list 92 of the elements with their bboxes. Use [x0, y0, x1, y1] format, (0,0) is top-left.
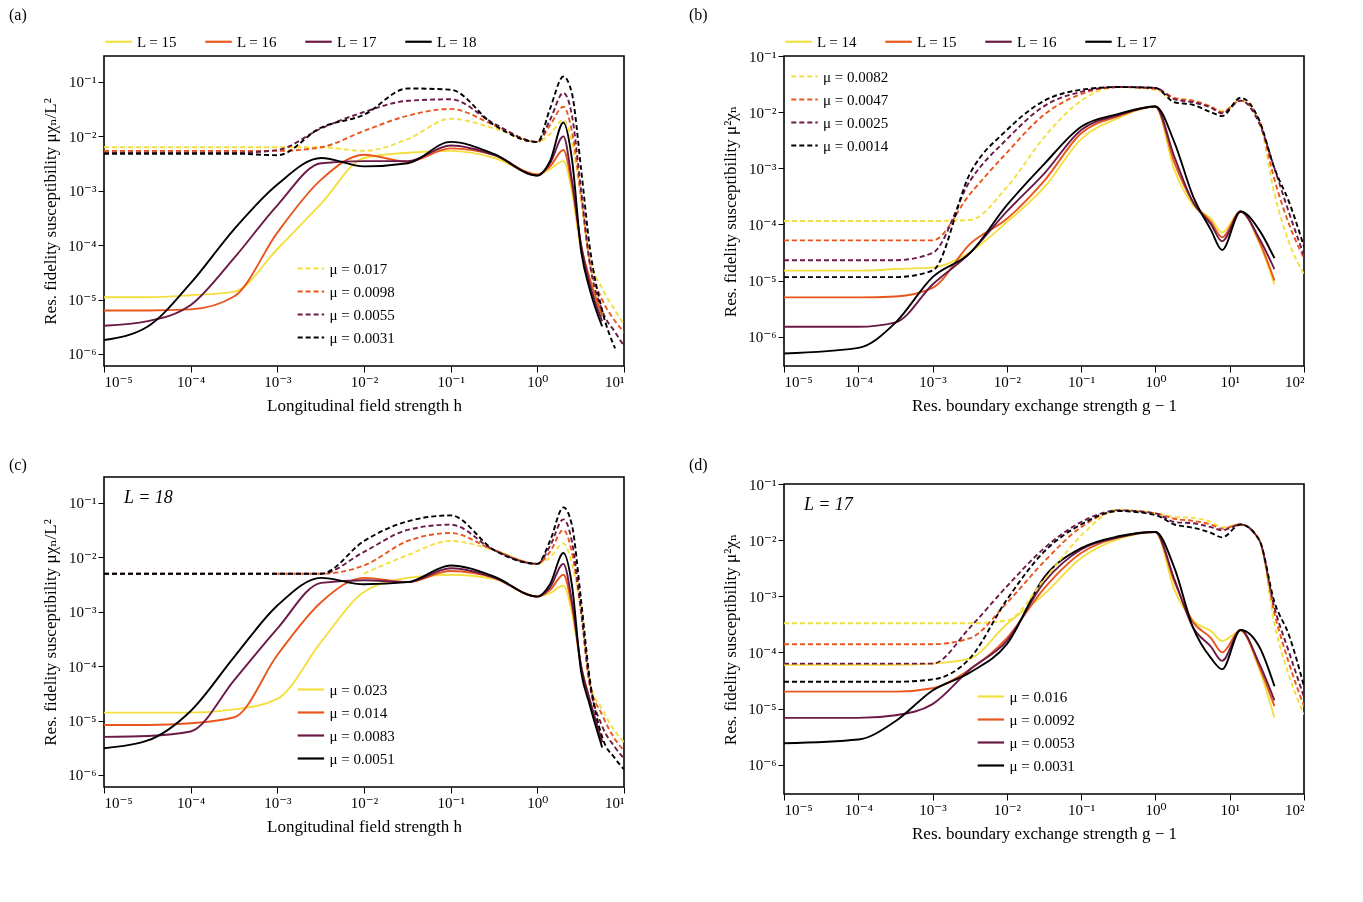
y-axis-title: Res. fidelity susceptibility μ²χₙ — [721, 533, 741, 746]
legend-label: L = 15 — [137, 33, 177, 50]
chart-title: (a) — [9, 6, 27, 24]
legend-label: L = 17 — [1117, 33, 1158, 50]
x-tick-label: 10⁻⁵ — [784, 801, 813, 818]
x-tick-label: 10⁻² — [993, 373, 1022, 390]
legend-label: μ = 0.0055 — [329, 306, 395, 323]
y-tick-label: 10⁻² — [69, 128, 97, 145]
x-tick-label: 10⁻⁵ — [104, 794, 133, 811]
chart-title: (c) — [9, 456, 27, 474]
y-tick-label: 10⁻⁶ — [748, 329, 777, 346]
y-axis-title: Res. fidelity susceptibility μχₙ/L² — [41, 519, 61, 746]
y-tick-label: 10⁻³ — [749, 588, 777, 605]
legend-label: L = 16 — [1017, 33, 1058, 50]
y-tick-label: 10⁻³ — [69, 604, 97, 621]
x-tick-label: 10⁻³ — [264, 794, 293, 811]
legend-label: μ = 0.016 — [1009, 688, 1068, 705]
x-tick-label: 10¹ — [1220, 373, 1240, 390]
x-tick-label: 10⁻¹ — [437, 373, 465, 390]
legend-label: L = 15 — [917, 33, 957, 50]
annotation: L = 17 — [803, 494, 854, 514]
legend-label: L = 16 — [237, 33, 278, 50]
y-tick-label: 10⁻¹ — [69, 74, 97, 91]
legend-label: μ = 0.014 — [329, 704, 388, 721]
x-tick-label: 10⁻⁴ — [844, 373, 873, 390]
x-tick-label: 10⁰ — [1145, 801, 1167, 818]
legend-label: L = 18 — [437, 33, 477, 50]
x-tick-label: 10¹ — [605, 794, 625, 811]
x-tick-label: 10⁻⁵ — [784, 373, 813, 390]
x-tick-label: 10² — [1285, 801, 1305, 818]
x-tick-label: 10⁻⁴ — [177, 794, 206, 811]
y-tick-label: 10⁻⁶ — [68, 346, 97, 363]
legend-label: μ = 0.0053 — [1009, 734, 1075, 751]
y-tick-label: 10⁻² — [749, 104, 777, 121]
x-tick-label: 10⁻² — [993, 801, 1022, 818]
x-tick-label: 10⁻³ — [919, 801, 948, 818]
x-tick-label: 10⁻⁵ — [104, 373, 133, 390]
x-tick-label: 10² — [1285, 373, 1305, 390]
y-tick-label: 10⁻⁴ — [68, 237, 97, 254]
y-tick-label: 10⁻⁴ — [748, 216, 777, 233]
legend-label: μ = 0.0047 — [823, 91, 889, 108]
y-axis-title: Res. fidelity susceptibility μχₙ/L² — [41, 98, 61, 325]
y-tick-label: 10⁻³ — [749, 160, 777, 177]
y-tick-label: 10⁻⁵ — [68, 292, 97, 309]
legend-label: μ = 0.0092 — [1009, 711, 1075, 728]
y-tick-label: 10⁻⁵ — [748, 273, 777, 290]
chart-title: (d) — [689, 456, 708, 474]
x-tick-label: 10¹ — [1220, 801, 1240, 818]
legend-label: μ = 0.023 — [329, 681, 388, 698]
x-axis-title: Longitudinal field strength h — [267, 816, 463, 836]
y-tick-label: 10⁻⁴ — [68, 658, 97, 675]
y-tick-label: 10⁻¹ — [749, 48, 777, 65]
y-tick-label: 10⁻⁶ — [68, 767, 97, 784]
x-tick-label: 10⁻² — [350, 794, 379, 811]
x-tick-label: 10⁻⁴ — [844, 801, 873, 818]
y-tick-label: 10⁻³ — [69, 183, 97, 200]
y-tick-label: 10⁻¹ — [69, 495, 97, 512]
chart-title: (b) — [689, 6, 708, 24]
x-tick-label: 10⁰ — [527, 373, 549, 390]
y-tick-label: 10⁻⁴ — [748, 644, 777, 661]
legend-label: μ = 0.0082 — [823, 68, 889, 85]
x-tick-label: 10⁻¹ — [1067, 373, 1096, 390]
legend-label: μ = 0.0025 — [823, 114, 889, 131]
x-tick-label: 10¹ — [605, 373, 625, 390]
x-axis-title: Res. boundary exchange strength g − 1 — [912, 395, 1177, 415]
annotation: L = 18 — [123, 487, 173, 507]
x-tick-label: 10⁻³ — [919, 373, 948, 390]
legend-label: μ = 0.0031 — [329, 329, 395, 346]
legend-label: μ = 0.0014 — [823, 137, 889, 154]
legend-label: μ = 0.0083 — [329, 727, 395, 744]
y-tick-label: 10⁻¹ — [749, 476, 777, 493]
x-tick-label: 10⁰ — [527, 794, 549, 811]
x-tick-label: 10⁰ — [1145, 373, 1167, 390]
x-tick-label: 10⁻³ — [264, 373, 293, 390]
legend-label: L = 17 — [337, 33, 378, 50]
y-tick-label: 10⁻² — [749, 532, 777, 549]
legend-label: μ = 0.017 — [329, 260, 388, 277]
legend-label: μ = 0.0031 — [1009, 757, 1075, 774]
y-tick-label: 10⁻² — [69, 549, 97, 566]
legend-label: μ = 0.0051 — [329, 750, 395, 767]
y-axis-title: Res. fidelity susceptibility μ²χₙ — [721, 105, 741, 318]
legend-label: μ = 0.0098 — [329, 283, 395, 300]
x-axis-title: Longitudinal field strength h — [267, 395, 463, 415]
x-tick-label: 10⁻⁴ — [177, 373, 206, 390]
x-axis-title: Res. boundary exchange strength g − 1 — [912, 823, 1177, 843]
y-tick-label: 10⁻⁵ — [748, 701, 777, 718]
y-tick-label: 10⁻⁵ — [68, 713, 97, 730]
x-tick-label: 10⁻¹ — [1067, 801, 1096, 818]
legend-label: L = 14 — [817, 33, 858, 50]
x-tick-label: 10⁻¹ — [437, 794, 465, 811]
x-tick-label: 10⁻² — [350, 373, 379, 390]
y-tick-label: 10⁻⁶ — [748, 757, 777, 774]
